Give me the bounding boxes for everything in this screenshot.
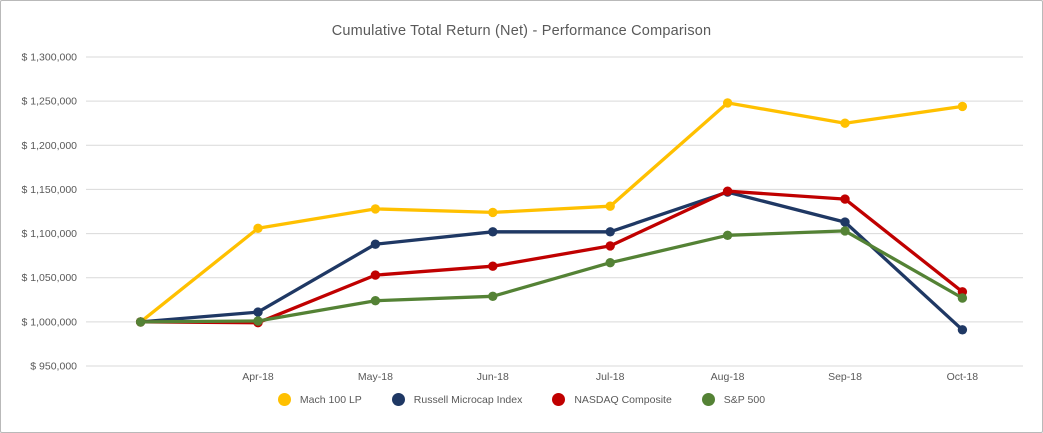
data-point-marker-nasdaq-composite bbox=[840, 194, 850, 204]
legend-item-russell-microcap-index: Russell Microcap Index bbox=[391, 393, 523, 406]
y-axis-tick-label: $ 1,150,000 bbox=[22, 184, 78, 196]
legend-label: Mach 100 LP bbox=[299, 393, 362, 406]
legend-label: NASDAQ Composite bbox=[574, 393, 672, 406]
data-point-marker-russell-microcap-index bbox=[605, 227, 615, 237]
legend-marker-icon bbox=[701, 393, 715, 406]
x-axis-tick-label: May-18 bbox=[358, 371, 393, 383]
legend-marker-icon bbox=[391, 393, 405, 406]
chart-title: Cumulative Total Return (Net) - Performa… bbox=[331, 23, 712, 39]
x-axis-tick-label: Jun-18 bbox=[477, 371, 509, 383]
legend-marker-icon bbox=[277, 393, 291, 406]
data-point-marker-s-p-500 bbox=[722, 230, 733, 240]
y-axis-tick-label: $ 950,000 bbox=[30, 361, 77, 373]
data-point-marker-russell-microcap-index bbox=[957, 325, 968, 335]
series-line-nasdaq-composite bbox=[138, 189, 965, 325]
data-point-marker-nasdaq-composite bbox=[605, 241, 615, 251]
x-axis-tick-label: Apr-18 bbox=[242, 371, 274, 383]
data-point-marker-s-p-500 bbox=[135, 317, 146, 327]
data-point-marker-s-p-500 bbox=[370, 296, 381, 306]
y-axis-tick-label: $ 1,100,000 bbox=[22, 228, 78, 240]
data-point-marker-s-p-500 bbox=[253, 316, 263, 326]
data-point-marker-russell-microcap-index bbox=[253, 307, 263, 317]
data-point-marker-s-p-500 bbox=[840, 226, 850, 236]
legend-item-nasdaq-composite: NASDAQ Composite bbox=[552, 393, 672, 406]
chart-legend: Mach 100 LP Russell Microcap Index NASDAQ … bbox=[1, 393, 1042, 406]
x-axis-tick-label: Oct-18 bbox=[947, 371, 979, 383]
data-point-marker-nasdaq-composite bbox=[722, 186, 733, 196]
legend-item-s-p-500: S&P 500 bbox=[701, 393, 766, 406]
data-point-marker-nasdaq-composite bbox=[488, 261, 498, 271]
data-point-marker-mach-100-lp bbox=[722, 98, 733, 108]
x-axis-tick-label: Jul-18 bbox=[596, 371, 625, 383]
data-point-marker-mach-100-lp bbox=[840, 118, 850, 128]
y-axis-tick-label: $ 1,250,000 bbox=[22, 96, 78, 108]
y-axis-tick-label: $ 1,050,000 bbox=[22, 272, 78, 284]
data-point-marker-mach-100-lp bbox=[957, 101, 968, 112]
y-axis-tick-label: $ 1,000,000 bbox=[22, 316, 78, 328]
series-line-s-p-500 bbox=[138, 229, 965, 324]
data-point-marker-mach-100-lp bbox=[253, 223, 263, 233]
data-point-marker-s-p-500 bbox=[488, 291, 498, 301]
series-line-mach-100-lp bbox=[138, 101, 965, 324]
x-axis-tick-label: Aug-18 bbox=[711, 371, 745, 383]
data-point-marker-mach-100-lp bbox=[488, 207, 498, 218]
data-point-marker-russell-microcap-index bbox=[840, 217, 850, 227]
legend-item-mach-100-lp: Mach 100 LP bbox=[277, 393, 362, 406]
y-axis-tick-label: $ 1,300,000 bbox=[22, 52, 78, 64]
data-point-marker-mach-100-lp bbox=[605, 201, 615, 211]
data-point-marker-russell-microcap-index bbox=[488, 227, 498, 237]
legend-label: S&P 500 bbox=[723, 393, 766, 406]
data-point-marker-s-p-500 bbox=[605, 258, 615, 268]
data-point-marker-russell-microcap-index bbox=[370, 239, 381, 249]
x-axis-tick-label: Sep-18 bbox=[828, 371, 862, 383]
data-point-marker-mach-100-lp bbox=[370, 204, 381, 214]
legend-label: Russell Microcap Index bbox=[413, 393, 523, 406]
data-point-marker-nasdaq-composite bbox=[370, 270, 381, 280]
legend-marker-icon bbox=[552, 393, 566, 406]
y-axis-tick-label: $ 1,200,000 bbox=[22, 140, 78, 152]
series-line-russell-microcap-index bbox=[138, 190, 965, 332]
data-point-marker-s-p-500 bbox=[957, 293, 968, 303]
